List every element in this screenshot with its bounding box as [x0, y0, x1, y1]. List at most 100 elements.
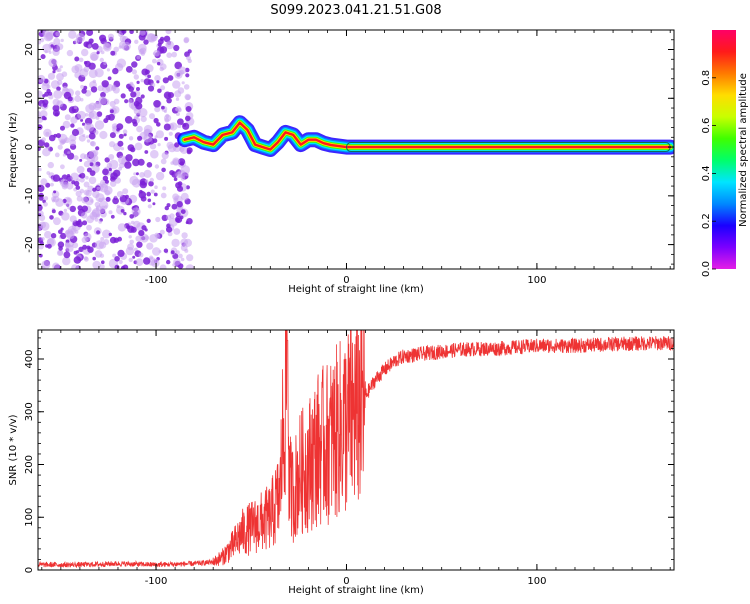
- noise-dot: [49, 215, 54, 220]
- noise-dot: [99, 264, 105, 269]
- noise-dot: [38, 41, 41, 45]
- noise-dot: [43, 30, 47, 33]
- spectrogram-x-tick-label: 0: [343, 275, 349, 286]
- noise-dot: [172, 263, 176, 267]
- noise-dot: [129, 30, 134, 34]
- noise-dot: [69, 215, 77, 223]
- noise-dot: [48, 58, 58, 68]
- noise-dot: [140, 116, 147, 123]
- noise-dot: [97, 85, 104, 92]
- noise-dot: [54, 112, 59, 117]
- noise-dot: [155, 233, 161, 239]
- noise-dot: [100, 50, 105, 55]
- noise-dot: [109, 236, 117, 244]
- noise-dot: [38, 203, 43, 212]
- noise-dot: [42, 43, 52, 53]
- snr-y-tick-label: 100: [24, 508, 35, 527]
- noise-dot: [83, 154, 90, 160]
- noise-dot: [117, 140, 124, 147]
- noise-dot: [81, 88, 87, 94]
- noise-dot: [130, 220, 135, 225]
- noise-dot: [41, 237, 45, 241]
- noise-dot: [123, 133, 127, 137]
- noise-dot: [153, 192, 158, 197]
- noise-dot: [185, 173, 189, 177]
- noise-dot: [129, 81, 134, 86]
- noise-dot: [74, 39, 80, 44]
- noise-dot: [44, 230, 52, 239]
- spectrogram-x-ticks: -100 0 100: [41, 30, 671, 286]
- snr-panel: -100 0 100 0 100 200 300 400 Height of straigh…: [8, 329, 675, 596]
- spectrogram-y-tick-label: 20: [24, 43, 35, 56]
- noise-dot: [160, 63, 167, 70]
- noise-dot: [60, 138, 66, 145]
- noise-dot: [83, 123, 92, 131]
- noise-dot: [163, 35, 171, 43]
- noise-dot: [43, 103, 48, 108]
- noise-dot: [136, 55, 141, 60]
- noise-dot: [96, 230, 101, 235]
- noise-dot: [143, 169, 152, 178]
- noise-dot: [53, 38, 61, 45]
- noise-dot: [160, 158, 167, 165]
- noise-dot: [103, 42, 109, 47]
- noise-dot: [94, 250, 103, 258]
- noise-dot: [183, 37, 189, 44]
- noise-dot: [118, 133, 124, 139]
- noise-dot: [138, 230, 145, 237]
- noise-dot: [168, 131, 173, 136]
- noise-dot: [137, 135, 143, 141]
- noise-dot: [146, 162, 153, 168]
- noise-dot: [110, 214, 115, 219]
- noise-dot: [132, 158, 140, 167]
- noise-dot: [112, 67, 119, 75]
- spectrogram-carrier-ridge: [177, 115, 674, 157]
- noise-dot: [182, 123, 187, 127]
- noise-dot: [133, 100, 140, 107]
- noise-dot: [91, 208, 101, 218]
- noise-dot: [123, 211, 127, 216]
- noise-dot: [70, 172, 79, 182]
- noise-dot: [122, 30, 127, 34]
- noise-dot: [166, 259, 171, 265]
- noise-dot: [59, 65, 63, 69]
- noise-dot: [111, 84, 116, 89]
- noise-dot: [169, 170, 175, 176]
- noise-dot: [173, 177, 178, 181]
- noise-dot: [147, 198, 152, 203]
- noise-dot: [88, 150, 97, 159]
- noise-dot: [109, 132, 116, 139]
- noise-dot: [62, 153, 66, 157]
- noise-dot: [53, 89, 63, 99]
- noise-dot: [185, 115, 191, 122]
- noise-dot: [51, 196, 57, 202]
- noise-dot: [43, 201, 48, 207]
- noise-dot: [147, 204, 152, 209]
- noise-dot: [174, 142, 180, 148]
- spectrogram-y-tick-label: -10: [24, 188, 35, 204]
- noise-dot: [180, 209, 186, 215]
- noise-dot: [99, 57, 105, 63]
- colorbar-tick-label: 0.8: [701, 70, 712, 86]
- noise-dot: [130, 91, 137, 98]
- noise-dot: [63, 208, 68, 213]
- noise-dot: [163, 91, 172, 99]
- noise-dot: [143, 39, 149, 45]
- noise-dot: [87, 185, 94, 192]
- noise-dot: [61, 71, 68, 77]
- noise-dot: [125, 246, 135, 256]
- noise-dot: [125, 66, 133, 73]
- noise-dot: [172, 157, 180, 166]
- noise-dot: [185, 106, 192, 112]
- noise-dot: [114, 195, 118, 199]
- noise-dot: [149, 255, 154, 260]
- noise-dot: [38, 124, 43, 130]
- noise-dot: [181, 81, 185, 85]
- noise-dot: [152, 247, 161, 256]
- noise-dot: [57, 79, 63, 86]
- noise-dot: [87, 44, 92, 48]
- noise-dot: [177, 87, 185, 94]
- noise-dot: [88, 112, 95, 119]
- noise-dot: [153, 100, 161, 108]
